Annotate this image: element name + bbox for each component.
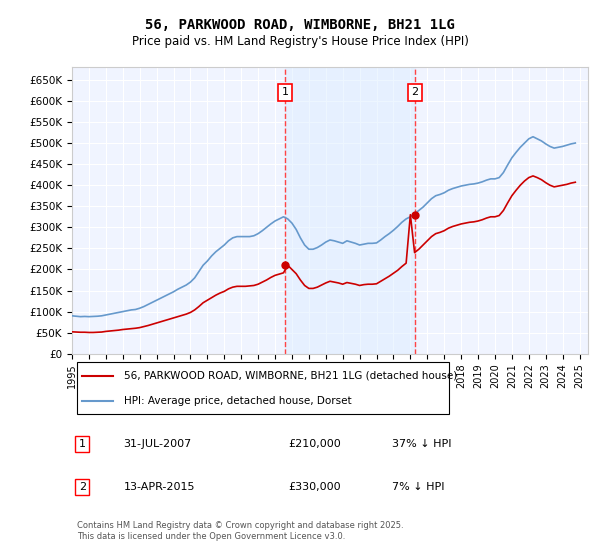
Text: HPI: Average price, detached house, Dorset: HPI: Average price, detached house, Dors… <box>124 396 351 406</box>
Text: 13-APR-2015: 13-APR-2015 <box>124 482 195 492</box>
Text: Contains HM Land Registry data © Crown copyright and database right 2025.
This d: Contains HM Land Registry data © Crown c… <box>77 521 404 541</box>
Text: 56, PARKWOOD ROAD, WIMBORNE, BH21 1LG (detached house): 56, PARKWOOD ROAD, WIMBORNE, BH21 1LG (d… <box>124 371 457 381</box>
Text: 7% ↓ HPI: 7% ↓ HPI <box>392 482 445 492</box>
Bar <box>285 67 415 354</box>
Text: 1: 1 <box>281 87 289 97</box>
Text: 2: 2 <box>412 87 419 97</box>
Text: 56, PARKWOOD ROAD, WIMBORNE, BH21 1LG: 56, PARKWOOD ROAD, WIMBORNE, BH21 1LG <box>145 18 455 32</box>
Text: 1: 1 <box>79 439 86 449</box>
FancyBboxPatch shape <box>77 362 449 414</box>
Text: £330,000: £330,000 <box>289 482 341 492</box>
Text: £210,000: £210,000 <box>289 439 341 449</box>
Text: 2: 2 <box>79 482 86 492</box>
Text: 31-JUL-2007: 31-JUL-2007 <box>124 439 192 449</box>
Text: Price paid vs. HM Land Registry's House Price Index (HPI): Price paid vs. HM Land Registry's House … <box>131 35 469 49</box>
Text: 37% ↓ HPI: 37% ↓ HPI <box>392 439 451 449</box>
